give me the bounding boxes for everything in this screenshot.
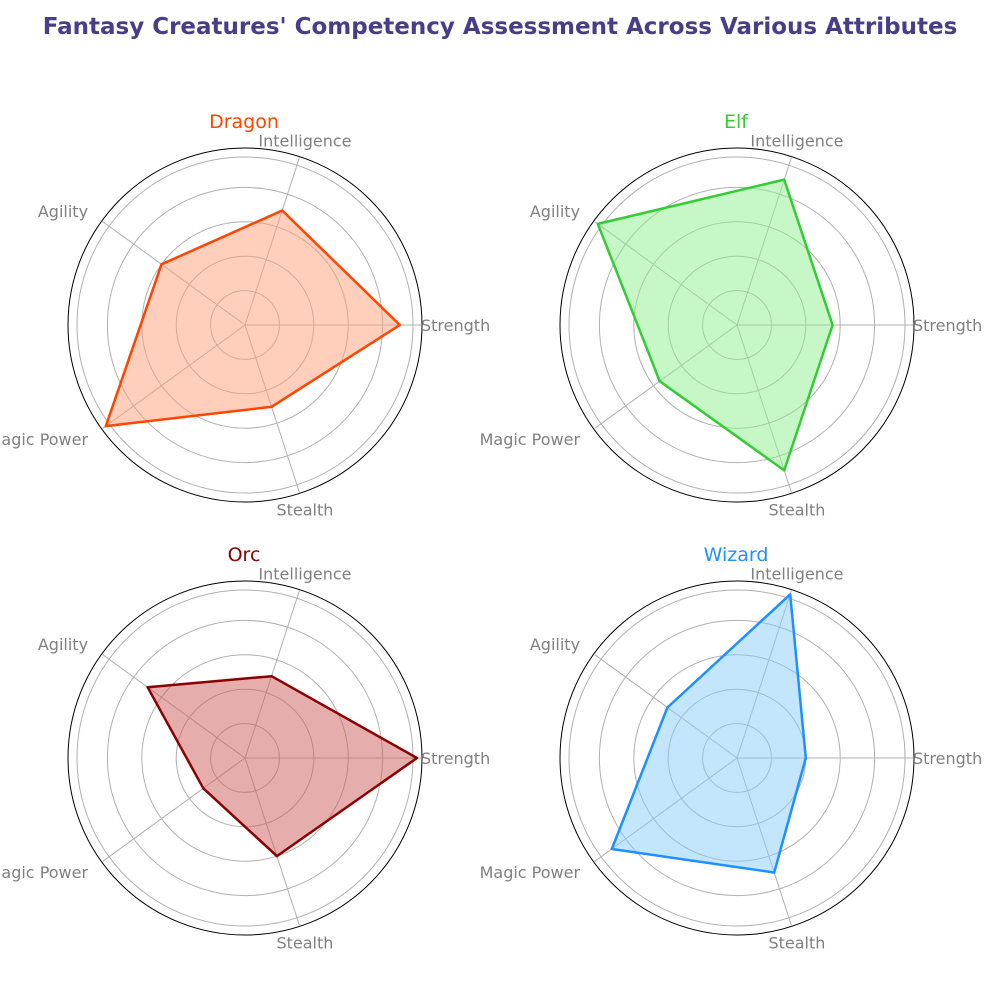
- axis-label-intelligence: Intelligence: [750, 131, 843, 150]
- dragon-point-magic-power: [104, 424, 108, 428]
- orc-radar-panel: Strength Intelligence Agility Magic Power St…: [0, 544, 490, 953]
- elf-radar-panel: Strength Intelligence Agility Magic Power St…: [480, 111, 983, 520]
- dragon-point-stealth: [270, 405, 273, 408]
- axis-label-stealth: Stealth: [768, 501, 825, 520]
- wizard-point-intelligence: [788, 593, 792, 596]
- elf-point-strength: [831, 323, 834, 327]
- axis-label-intelligence: Intelligence: [258, 131, 351, 150]
- axis-label-strength: Strength: [421, 316, 490, 335]
- axis-label-strength: Strength: [421, 749, 490, 768]
- axis-label-stealth: Stealth: [768, 934, 825, 953]
- elf-point-stealth: [783, 469, 786, 472]
- elf-point-magic-power: [658, 379, 661, 383]
- dragon-panel-title: Dragon: [209, 111, 279, 133]
- wizard-series-line: [610, 593, 808, 874]
- axis-label-magic-power: Magic Power: [480, 863, 581, 882]
- orc-panel-title: Orc: [228, 544, 261, 566]
- dragon-radar-panel: Strength Intelligence Agility Magic Power St…: [0, 111, 490, 520]
- axis-label-agility: Agility: [38, 202, 88, 221]
- axis-label-stealth: Stealth: [276, 501, 333, 520]
- dragon-point-agility: [160, 263, 163, 266]
- axis-label-magic-power: Magic Power: [0, 430, 88, 449]
- wizard-area-fill: [611, 594, 806, 873]
- axis-label-strength: Strength: [913, 749, 982, 768]
- axis-label-agility: Agility: [38, 635, 88, 654]
- orc-area-fill: [147, 676, 417, 857]
- dragon-series-line: [104, 209, 402, 428]
- axis-label-intelligence: Intelligence: [750, 564, 843, 583]
- dragon-point-intelligence: [281, 209, 284, 212]
- orc-point-stealth: [275, 854, 279, 858]
- dragon-area-fill: [105, 210, 400, 427]
- axis-label-stealth: Stealth: [276, 934, 333, 953]
- polar-frame: [559, 147, 915, 503]
- wizard-point-agility: [666, 706, 669, 709]
- orc-point-intelligence: [270, 675, 273, 678]
- elf-point-agility: [596, 222, 600, 226]
- elf-series-line: [596, 178, 834, 472]
- wizard-radar-panel: Strength Intelligence Agility Magic Power St…: [480, 544, 983, 953]
- axis-label-strength: Strength: [913, 316, 982, 335]
- axis-label-agility: Agility: [530, 202, 580, 221]
- axis-label-magic-power: Magic Power: [480, 430, 581, 449]
- wizard-point-magic-power: [610, 847, 613, 851]
- elf-area-fill: [597, 179, 833, 471]
- polar-frame: [559, 580, 915, 936]
- axis-label-intelligence: Intelligence: [258, 564, 351, 583]
- chart-title: Fantasy Creatures' Competency Assessment…: [42, 14, 958, 40]
- wizard-panel-title: Wizard: [704, 544, 769, 566]
- wizard-point-stealth: [773, 871, 776, 874]
- elf-point-intelligence: [783, 178, 786, 181]
- orc-point-agility: [146, 686, 149, 689]
- dragon-point-strength: [398, 323, 401, 327]
- orc-point-magic-power: [202, 787, 205, 790]
- elf-panel-title: Elf: [724, 111, 749, 133]
- axis-label-agility: Agility: [530, 635, 580, 654]
- wizard-point-strength: [804, 756, 807, 760]
- orc-point-strength: [415, 756, 419, 760]
- orc-series-line: [146, 674, 419, 858]
- axis-label-magic-power: Magic Power: [0, 863, 88, 882]
- polar-frame: [67, 580, 423, 936]
- polar-frame: [67, 147, 423, 503]
